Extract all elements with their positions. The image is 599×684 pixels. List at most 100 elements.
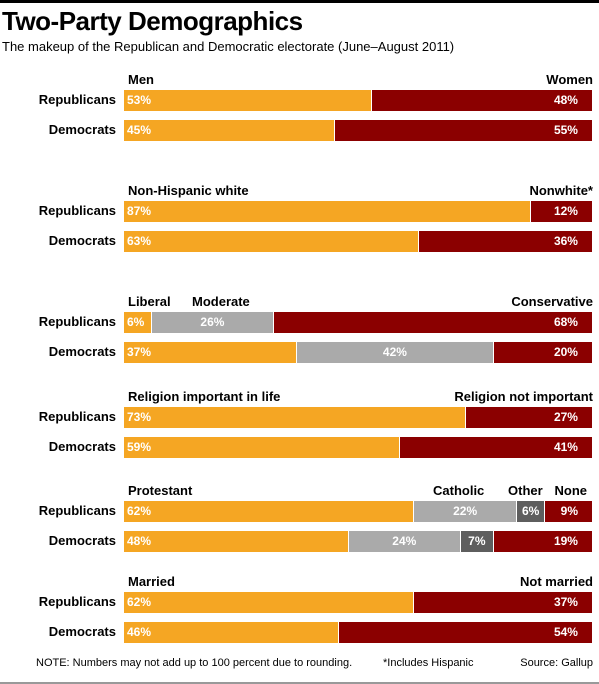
- bar-segment: 46%: [124, 622, 340, 643]
- series-label: Protestant: [128, 483, 193, 498]
- bar-segment: 63%: [124, 231, 419, 252]
- series-label: None: [554, 483, 588, 498]
- bar-segment: 53%: [124, 90, 373, 111]
- bar-segment: 12%: [531, 201, 592, 222]
- bar-segment: 6%: [124, 312, 153, 333]
- row-label: Republicans: [38, 92, 116, 107]
- series-label: Conservative: [511, 294, 593, 309]
- bar-segment: 22%: [414, 501, 518, 522]
- chart-panel: Married Not married Republicans 62% 37% Democ…: [0, 574, 599, 654]
- data-label: 62%: [127, 595, 152, 609]
- series-label: Nonwhite*: [529, 183, 593, 198]
- bar-segment: 36%: [418, 231, 592, 252]
- footer-note: NOTE: Numbers may not add up to 100 perc…: [36, 657, 353, 669]
- data-label: 7%: [468, 534, 486, 548]
- data-label: 22%: [453, 504, 478, 518]
- bar-segment: 73%: [124, 407, 466, 428]
- bar-segment: 59%: [124, 437, 401, 458]
- series-label: Women: [546, 72, 593, 87]
- data-label: 68%: [553, 315, 578, 329]
- data-label: 6%: [521, 504, 540, 518]
- series-label: Non-Hispanic white: [128, 183, 249, 198]
- row-label: Democrats: [48, 624, 116, 639]
- data-label: 55%: [553, 123, 578, 137]
- bar-segment: 26%: [152, 312, 274, 333]
- chart-panel: Non-Hispanic white Nonwhite* Republicans 87…: [0, 183, 599, 263]
- series-label: Men: [128, 72, 154, 87]
- series-label: Liberal: [128, 294, 171, 309]
- data-label: 27%: [553, 410, 578, 424]
- bottom-rule: [0, 682, 599, 684]
- footer-asterisk: *Includes Hispanic: [383, 657, 474, 669]
- row-label: Democrats: [48, 344, 116, 359]
- row-label: Democrats: [48, 439, 116, 454]
- bar-segment: 7%: [460, 531, 494, 552]
- bar-segment: 55%: [334, 120, 592, 141]
- chart-subtitle: The makeup of the Republican and Democra…: [2, 39, 455, 54]
- data-label: 54%: [553, 625, 578, 639]
- bar-segment: 19%: [493, 531, 592, 552]
- chart-panel: Religion important in life Religion not i…: [0, 389, 599, 469]
- footer-source: Source: Gallup: [520, 657, 593, 669]
- bar-segment: 62%: [124, 501, 415, 522]
- row-label: Republicans: [38, 409, 116, 424]
- series-label: Catholic: [433, 483, 485, 498]
- chart-title: Two-Party Demographics: [2, 6, 303, 36]
- data-label: 48%: [553, 93, 578, 107]
- bar-segment: 45%: [124, 120, 335, 141]
- data-label: 53%: [127, 93, 152, 107]
- data-label: 26%: [200, 315, 225, 329]
- row-label: Democrats: [48, 122, 116, 137]
- chart-panel: Protestant Catholic Other None Republicans 62…: [0, 483, 599, 563]
- bar-segment: 24%: [348, 531, 461, 552]
- series-label: Not married: [520, 574, 593, 589]
- bar-segment: 6%: [517, 501, 546, 522]
- data-label: 12%: [553, 204, 578, 218]
- row-label: Republicans: [38, 594, 116, 609]
- data-label: 37%: [553, 595, 578, 609]
- bar-segment: 37%: [124, 342, 298, 363]
- series-label: Religion not important: [454, 389, 593, 404]
- row-label: Democrats: [48, 533, 116, 548]
- data-label: 87%: [127, 204, 152, 218]
- series-label: Other: [508, 483, 543, 498]
- bar-segment: 27%: [465, 407, 592, 428]
- bar-segment: 48%: [372, 90, 592, 111]
- data-label: 37%: [127, 345, 152, 359]
- row-label: Republicans: [38, 314, 116, 329]
- series-label: Married: [128, 574, 175, 589]
- data-label: 62%: [127, 504, 152, 518]
- bar-segment: 42%: [297, 342, 494, 363]
- bar-segment: 62%: [124, 592, 415, 613]
- bar-segment: 87%: [124, 201, 532, 222]
- row-label: Republicans: [38, 503, 116, 518]
- bar-segment: 48%: [124, 531, 349, 552]
- data-label: 59%: [127, 440, 152, 454]
- bar-segment: 9%: [545, 501, 592, 522]
- bar-segment: 41%: [400, 437, 592, 458]
- bar-segment: 68%: [273, 312, 592, 333]
- data-label: 45%: [127, 123, 152, 137]
- data-label: 41%: [553, 440, 578, 454]
- data-label: 48%: [127, 534, 152, 548]
- data-label: 42%: [382, 345, 407, 359]
- series-label: Moderate: [192, 294, 250, 309]
- bar-segment: 20%: [493, 342, 592, 363]
- chart-panel: Liberal Moderate Conservative Republicans 6%…: [0, 294, 599, 374]
- data-label: 63%: [127, 234, 152, 248]
- data-label: 20%: [553, 345, 578, 359]
- row-label: Republicans: [38, 203, 116, 218]
- data-label: 6%: [127, 315, 145, 329]
- data-label: 9%: [560, 504, 578, 518]
- row-label: Democrats: [48, 233, 116, 248]
- data-label: 19%: [553, 534, 578, 548]
- bar-segment: 54%: [339, 622, 592, 643]
- data-label: 24%: [392, 534, 417, 548]
- series-label: Religion important in life: [128, 389, 281, 404]
- bar-segment: 37%: [414, 592, 592, 613]
- data-label: 73%: [127, 410, 152, 424]
- chart-panel: Men Women Republicans 53% 48% Democrats 45% 55%: [0, 72, 599, 152]
- top-rule: [0, 0, 599, 3]
- data-label: 46%: [127, 625, 152, 639]
- data-label: 36%: [553, 234, 578, 248]
